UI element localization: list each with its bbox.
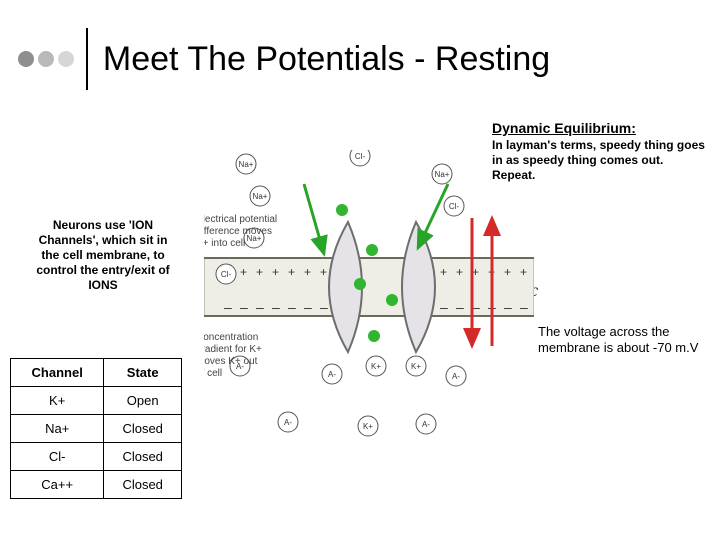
svg-text:–: – (520, 299, 528, 315)
cell-state: Closed (104, 471, 182, 499)
cell-channel: Cl- (11, 443, 104, 471)
bullet-2 (38, 51, 54, 67)
svg-text:K+: K+ (411, 362, 421, 371)
channel-table: Channel State K+ Open Na+ Closed Cl- Clo… (10, 358, 182, 499)
cell-channel: Ca++ (11, 471, 104, 499)
svg-text:Concentration: Concentration (204, 332, 258, 343)
svg-text:K+: K+ (363, 422, 373, 431)
svg-text:Electrical potential: Electrical potential (204, 214, 277, 225)
svg-text:+: + (504, 265, 511, 279)
page-title: Meet The Potentials - Resting (103, 40, 550, 79)
svg-text:+: + (320, 265, 327, 279)
svg-text:A-: A- (452, 372, 460, 381)
svg-text:Na+: Na+ (435, 170, 450, 179)
cell-state: Open (104, 387, 182, 415)
table-row: Cl- Closed (11, 443, 182, 471)
svg-text:–: – (272, 299, 280, 315)
svg-text:difference moves: difference moves (204, 226, 272, 237)
svg-text:+: + (256, 265, 263, 279)
membrane-diagram: +–+–+–+–+–+–+–+–+–+–+–+–+–Na+Cl-Na+Na+Cl… (204, 150, 534, 530)
svg-text:+: + (272, 265, 279, 279)
svg-text:A-: A- (422, 420, 430, 429)
svg-text:+: + (288, 265, 295, 279)
title-divider (86, 28, 88, 90)
bullet-1 (18, 51, 34, 67)
svg-text:–: – (288, 299, 296, 315)
neurons-note: Neurons use 'ION Channels', which sit in… (28, 218, 178, 293)
table-header-row: Channel State (11, 359, 182, 387)
svg-text:A-: A- (328, 370, 336, 379)
col-header-channel: Channel (11, 359, 104, 387)
title-bar: Meet The Potentials - Resting (18, 28, 708, 98)
svg-text:–: – (504, 299, 512, 315)
svg-text:Cl-: Cl- (449, 202, 460, 211)
svg-text:–: – (456, 299, 464, 315)
svg-text:Cl-: Cl- (221, 270, 232, 279)
membrane-svg: +–+–+–+–+–+–+–+–+–+–+–+–+–Na+Cl-Na+Na+Cl… (204, 150, 534, 530)
svg-text:Cl-: Cl- (355, 152, 366, 161)
cell-channel: Na+ (11, 415, 104, 443)
cell-channel: K+ (11, 387, 104, 415)
dynamic-equilibrium-heading: Dynamic Equilibrium: (492, 120, 707, 136)
svg-text:Na+: Na+ (253, 192, 268, 201)
svg-text:A-: A- (284, 418, 292, 427)
svg-text:–: – (440, 299, 448, 315)
svg-text:–: – (320, 299, 328, 315)
table-row: K+ Open (11, 387, 182, 415)
bullet-3 (58, 51, 74, 67)
svg-text:Na+: Na+ (239, 160, 254, 169)
svg-text:K+: K+ (371, 362, 381, 371)
svg-text:–: – (240, 299, 248, 315)
svg-text:–: – (304, 299, 312, 315)
svg-text:+: + (520, 265, 527, 279)
svg-text:of cell: of cell (204, 368, 222, 379)
svg-text:gradient for K+: gradient for K+ (204, 344, 262, 355)
svg-text:–: – (224, 299, 232, 315)
svg-text:K+ into cell: K+ into cell (204, 238, 245, 249)
svg-text:+: + (440, 265, 447, 279)
svg-text:+: + (304, 265, 311, 279)
svg-text:+: + (456, 265, 463, 279)
cell-state: Closed (104, 415, 182, 443)
svg-text:–: – (256, 299, 264, 315)
col-header-state: State (104, 359, 182, 387)
cell-state: Closed (104, 443, 182, 471)
svg-text:+: + (240, 265, 247, 279)
voltage-note: The voltage across the membrane is about… (538, 324, 710, 357)
title-bullets (18, 51, 74, 67)
channel-table-wrap: Channel State K+ Open Na+ Closed Cl- Clo… (10, 358, 182, 499)
table-row: Na+ Closed (11, 415, 182, 443)
table-row: Ca++ Closed (11, 471, 182, 499)
svg-text:moves K+ out: moves K+ out (204, 356, 258, 367)
